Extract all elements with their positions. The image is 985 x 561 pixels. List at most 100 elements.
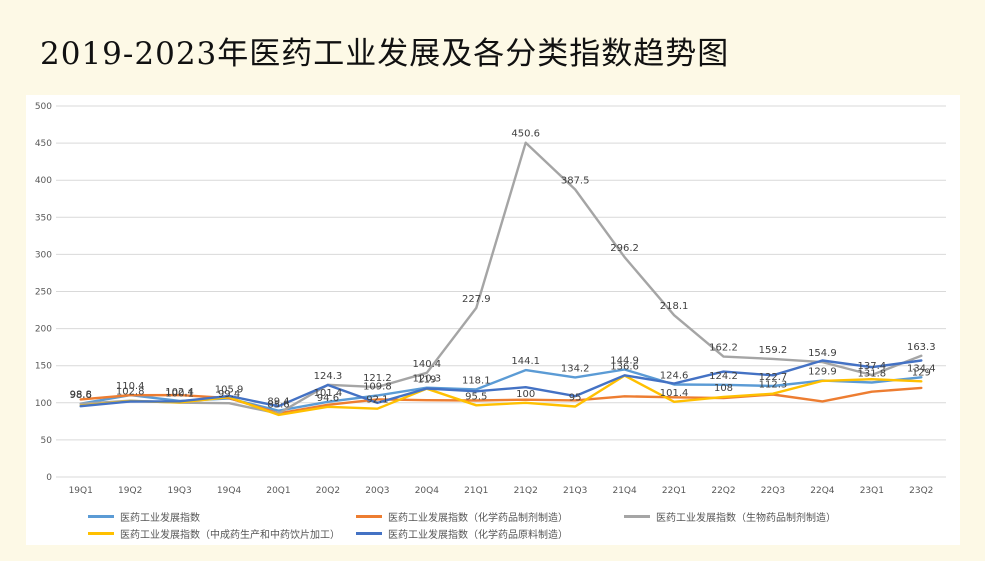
data-label: 144.1 bbox=[511, 356, 540, 367]
series-line-2 bbox=[79, 141, 923, 415]
legend-item-3: 医药工业发展指数（中成药生产和中药饮片加工） bbox=[88, 526, 340, 541]
y-tick-label: 150 bbox=[35, 362, 52, 372]
y-tick-label: 350 bbox=[35, 213, 52, 223]
data-label: 101.4 bbox=[660, 388, 689, 399]
data-label: 110.4 bbox=[116, 381, 145, 392]
data-label: 89.4 bbox=[267, 397, 289, 408]
series-lines bbox=[79, 141, 923, 417]
x-tick-label: 19Q1 bbox=[69, 486, 93, 496]
data-label: 144.9 bbox=[610, 355, 639, 366]
data-label: 119 bbox=[417, 375, 436, 386]
data-label: 124.3 bbox=[314, 371, 343, 382]
y-tick-label: 400 bbox=[35, 176, 52, 186]
data-label: 163.3 bbox=[907, 342, 936, 353]
legend-swatch bbox=[356, 515, 382, 518]
data-label: 100.1 bbox=[165, 389, 194, 400]
data-label: 101.4 bbox=[314, 388, 343, 399]
y-tick-label: 300 bbox=[35, 250, 52, 260]
legend-label: 医药工业发展指数（化学药品原料制造） bbox=[388, 530, 568, 541]
data-label: 85.6 bbox=[267, 399, 289, 410]
y-tick-label: 450 bbox=[35, 139, 52, 149]
series-line-4 bbox=[79, 359, 923, 408]
series-line-3 bbox=[79, 374, 923, 417]
data-label: 218.1 bbox=[660, 301, 689, 312]
data-label: 118.1 bbox=[462, 375, 491, 386]
legend-item-0: 医药工业发展指数 bbox=[88, 509, 200, 524]
data-label: 140.4 bbox=[413, 359, 442, 370]
data-label: 131.8 bbox=[858, 368, 887, 379]
data-label: 129 bbox=[912, 367, 931, 378]
data-label: 162.2 bbox=[709, 343, 738, 354]
data-label: 95 bbox=[569, 393, 582, 404]
x-tick-label: 20Q3 bbox=[365, 486, 389, 496]
data-label: 159.2 bbox=[759, 345, 788, 356]
x-tick-label: 21Q4 bbox=[612, 486, 637, 496]
data-label: 296.2 bbox=[610, 243, 639, 254]
x-tick-label: 19Q3 bbox=[167, 486, 191, 496]
page-title: 2019-2023年医药工业发展及各分类指数趋势图 bbox=[40, 36, 730, 72]
legend-swatch bbox=[624, 515, 650, 518]
grid-lines bbox=[56, 105, 946, 478]
data-label: 134.2 bbox=[561, 363, 590, 374]
data-label: 387.5 bbox=[561, 175, 590, 186]
legend-swatch bbox=[88, 532, 114, 535]
data-label: 108 bbox=[714, 383, 733, 394]
data-label: 121.2 bbox=[363, 373, 392, 384]
y-tick-label: 50 bbox=[41, 436, 53, 446]
data-label: 129.9 bbox=[808, 367, 837, 378]
x-tick-label: 22Q1 bbox=[662, 486, 686, 496]
x-tick-label: 20Q2 bbox=[316, 486, 340, 496]
legend-swatch bbox=[356, 532, 382, 535]
data-label: 100 bbox=[516, 389, 535, 400]
data-label: 98.8 bbox=[70, 390, 92, 401]
data-label: 227.9 bbox=[462, 294, 491, 305]
data-label: 124.2 bbox=[709, 371, 738, 382]
y-axis-tick-labels: 0 50 100 150 200 250 300 350 400 450 500 bbox=[35, 102, 52, 483]
x-tick-label: 21Q1 bbox=[464, 486, 488, 496]
data-label: 112.3 bbox=[759, 380, 788, 391]
x-axis-tick-labels: 19Q1 19Q2 19Q3 19Q4 20Q1 20Q2 20Q3 20Q4 21Q1 21Q2… bbox=[69, 486, 934, 496]
chart-panel: 0 50 100 150 200 250 300 350 400 450 500 19Q1 19Q2 1… bbox=[26, 95, 960, 545]
data-label: 98.6 bbox=[70, 390, 92, 401]
data-label: 109.8 bbox=[363, 382, 392, 393]
legend-label: 医药工业发展指数（化学药品制剂制造） bbox=[388, 513, 568, 524]
x-tick-label: 22Q3 bbox=[761, 486, 785, 496]
legend-label: 医药工业发展指数 bbox=[120, 513, 200, 524]
y-tick-label: 100 bbox=[35, 399, 52, 409]
data-label: 137.4 bbox=[858, 361, 887, 372]
data-label: 134.4 bbox=[907, 363, 936, 374]
legend-swatch bbox=[88, 515, 114, 518]
data-label: 99.4 bbox=[218, 389, 240, 400]
data-label: 95.5 bbox=[465, 391, 487, 402]
x-tick-label: 21Q2 bbox=[514, 486, 538, 496]
legend-item-4: 医药工业发展指数（化学药品原料制造） bbox=[356, 526, 568, 541]
legend-label: 医药工业发展指数（生物药品制剂制造） bbox=[656, 513, 836, 524]
data-label: 136.6 bbox=[610, 362, 639, 373]
data-label: 154.9 bbox=[808, 348, 837, 359]
x-tick-label: 23Q2 bbox=[909, 486, 933, 496]
data-label: 94.6 bbox=[317, 393, 339, 404]
y-tick-label: 0 bbox=[46, 473, 52, 483]
data-label: 105.9 bbox=[215, 384, 244, 395]
data-label: 92.1 bbox=[366, 395, 388, 406]
data-label: 124.6 bbox=[660, 371, 689, 382]
data-label: 120.3 bbox=[413, 374, 442, 385]
legend-item-1: 医药工业发展指数（化学药品制剂制造） bbox=[356, 509, 568, 524]
x-tick-label: 19Q2 bbox=[118, 486, 142, 496]
data-label: 122.7 bbox=[759, 372, 788, 383]
y-tick-label: 500 bbox=[35, 102, 52, 112]
y-tick-label: 200 bbox=[35, 325, 52, 335]
x-tick-label: 22Q2 bbox=[711, 486, 735, 496]
x-tick-label: 20Q4 bbox=[415, 486, 440, 496]
x-tick-label: 19Q4 bbox=[217, 486, 242, 496]
x-tick-label: 20Q1 bbox=[266, 486, 290, 496]
legend-label: 医药工业发展指数（中成药生产和中药饮片加工） bbox=[120, 530, 340, 541]
x-tick-label: 23Q1 bbox=[860, 486, 884, 496]
x-tick-label: 21Q3 bbox=[563, 486, 587, 496]
data-label: 450.6 bbox=[511, 129, 540, 140]
legend-item-2: 医药工业发展指数（生物药品制剂制造） bbox=[624, 509, 836, 524]
y-tick-label: 250 bbox=[35, 288, 52, 298]
x-tick-label: 22Q4 bbox=[810, 486, 835, 496]
data-label: 102.8 bbox=[116, 387, 145, 398]
